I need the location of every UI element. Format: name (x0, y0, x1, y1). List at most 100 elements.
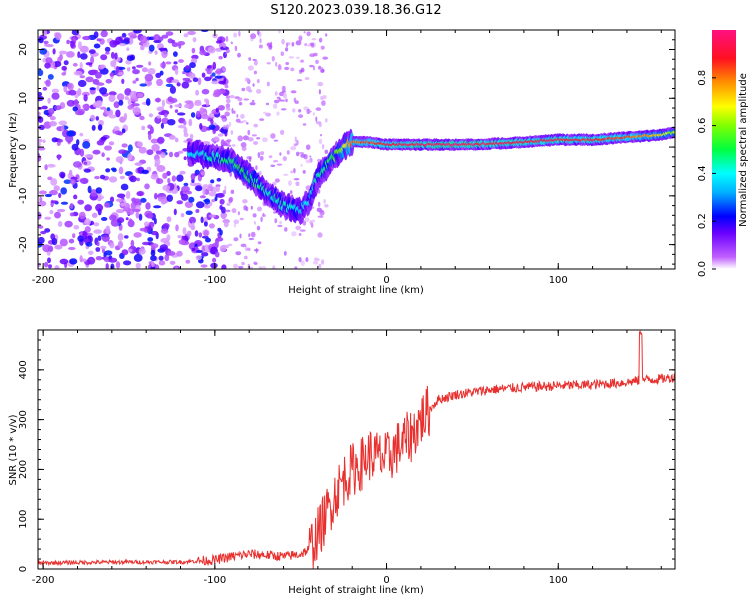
spectrogram-noise-cell (295, 40, 302, 46)
spectrogram-noise-cell (154, 192, 158, 200)
spectrogram-noise-cell (79, 53, 88, 60)
spectrogram-noise-cell (262, 266, 266, 269)
spectrogram-x-label: Height of straight line (km) (288, 285, 424, 296)
spectrogram-noise-cell (68, 89, 77, 96)
y-tick-label: 200 (18, 460, 29, 479)
spectrogram-noise-cell (140, 45, 145, 51)
spectrogram-noise-cell (190, 173, 196, 181)
spectrogram-noise-cell (100, 106, 107, 110)
spectrogram-noise-cell (247, 129, 251, 136)
spectrogram-noise-cell (224, 111, 230, 117)
spectrogram-noise-cell (150, 173, 159, 180)
spectrogram-noise-cell (225, 103, 231, 109)
spectrogram-noise-cell (153, 205, 162, 209)
spectrogram-noise-cell (225, 52, 228, 56)
spectrogram-noise-cell (317, 81, 324, 87)
snr-ticks: -200 -100 0 100 0 100 200 300 400 (18, 329, 675, 586)
spectrogram-noise-cell (97, 124, 103, 131)
spectrogram-noise-cell (57, 139, 64, 143)
spectrogram-noise-cell (52, 48, 56, 55)
spectrogram-noise-cell (173, 51, 178, 57)
spectrogram-noise-cell (106, 157, 110, 161)
spectrogram-noise-cell (44, 261, 49, 268)
spectrogram-noise-cell (262, 137, 268, 143)
spectrogram-noise-cell (73, 70, 83, 76)
spectrogram-noise-cell (77, 199, 84, 205)
spectrogram-noise-cell (112, 168, 117, 173)
spectrogram-noise-cell (189, 62, 196, 69)
spectrogram-noise-cell (54, 244, 63, 250)
spectrogram-noise-cell (84, 154, 94, 158)
spectrogram-noise-cell (148, 61, 152, 66)
spectrogram-noise-cell (271, 55, 275, 62)
spectrogram-noise-cell (199, 195, 206, 199)
spectrogram-noise-cell (175, 224, 179, 232)
spectrogram-noise-cell (218, 56, 223, 60)
spectrogram-noise-cell (286, 150, 290, 155)
colorbar-tick-label: 0.4 (697, 165, 708, 181)
spectrogram-noise-cell (100, 136, 108, 141)
spectrogram-noise-cell (110, 51, 115, 59)
spectrogram-noise-cell (136, 92, 144, 98)
spectrogram-noise-cell (216, 40, 223, 44)
spectrogram-noise-cell (104, 46, 111, 53)
spectrogram-noise-cell (241, 146, 247, 152)
spectrogram-noise-cell (38, 142, 42, 147)
spectrogram-noise-cell (132, 107, 141, 115)
x-tick-label: -200 (32, 275, 55, 286)
spectrogram-noise-cell (167, 250, 176, 256)
spectrogram-noise-cell (91, 212, 98, 218)
spectrogram-noise-cell (101, 217, 108, 221)
spectrogram-noise-cell (280, 108, 287, 111)
spectrogram-noise-cell (296, 56, 300, 59)
spectrogram-noise-cell (188, 196, 195, 203)
spectrogram-noise-cell (156, 106, 165, 112)
spectrogram-noise-cell (274, 218, 278, 224)
spectrogram-noise-cell (162, 184, 171, 191)
spectrogram-noise-cell (255, 165, 258, 171)
spectrogram-noise-cell (119, 175, 125, 180)
spectrogram-noise-cell (109, 214, 117, 221)
spectrogram-noise-cell (230, 130, 234, 135)
spectrogram-noise-cell (150, 255, 157, 262)
spectrogram-noise-cell (223, 124, 227, 130)
spectrogram-noise-cell (134, 162, 143, 166)
spectrogram-noise-cell (275, 61, 278, 67)
spectrogram-noise-cell (178, 59, 184, 63)
spectrogram-noise-cell (63, 179, 72, 184)
spectrogram-noise-cell (115, 156, 124, 163)
spectrogram-noise-cell (97, 235, 102, 241)
spectrogram-noise-cell (95, 116, 100, 121)
spectrogram-noise-cell (63, 85, 68, 93)
spectrogram-noise-cell (211, 72, 216, 77)
spectrogram-noise-cell (257, 30, 260, 36)
spectrogram-noise-cell (139, 115, 145, 121)
spectrogram-noise-cell (210, 118, 214, 125)
spectrogram-noise-cell (153, 218, 157, 225)
spectrogram-noise-cell (255, 247, 258, 254)
spectrogram-noise-cell (250, 33, 257, 39)
spectrogram-noise-cell (214, 240, 219, 248)
spectrogram-noise-cell (58, 50, 68, 55)
spectrogram-noise-cell (191, 47, 196, 54)
spectrogram-noise-cell (136, 141, 143, 147)
spectrogram-noise-cell (93, 31, 99, 39)
spectrogram-noise-cell (96, 241, 100, 247)
spectrogram-noise-cell (265, 102, 270, 106)
spectrogram-noise-cell (243, 98, 250, 101)
spectrogram-noise-cell (248, 237, 255, 241)
spectrogram-noise-cell (317, 215, 324, 218)
colorbar-gradient (712, 30, 736, 269)
spectrogram-noise-cell (136, 191, 144, 196)
spectrogram-noise-cell (162, 223, 170, 229)
spectrogram-noise-cell (47, 97, 51, 104)
spectrogram-noise-cell (75, 110, 84, 116)
spectrogram-noise-cell (225, 209, 231, 213)
spectrogram-noise-cell (258, 44, 263, 49)
spectrogram-noise-cell (77, 79, 87, 88)
spectrogram-noise-cell (188, 118, 193, 127)
spectrogram-noise-cell (162, 172, 168, 179)
spectrogram-noise-cell (229, 171, 232, 177)
spectrogram-noise-cell (294, 266, 298, 269)
